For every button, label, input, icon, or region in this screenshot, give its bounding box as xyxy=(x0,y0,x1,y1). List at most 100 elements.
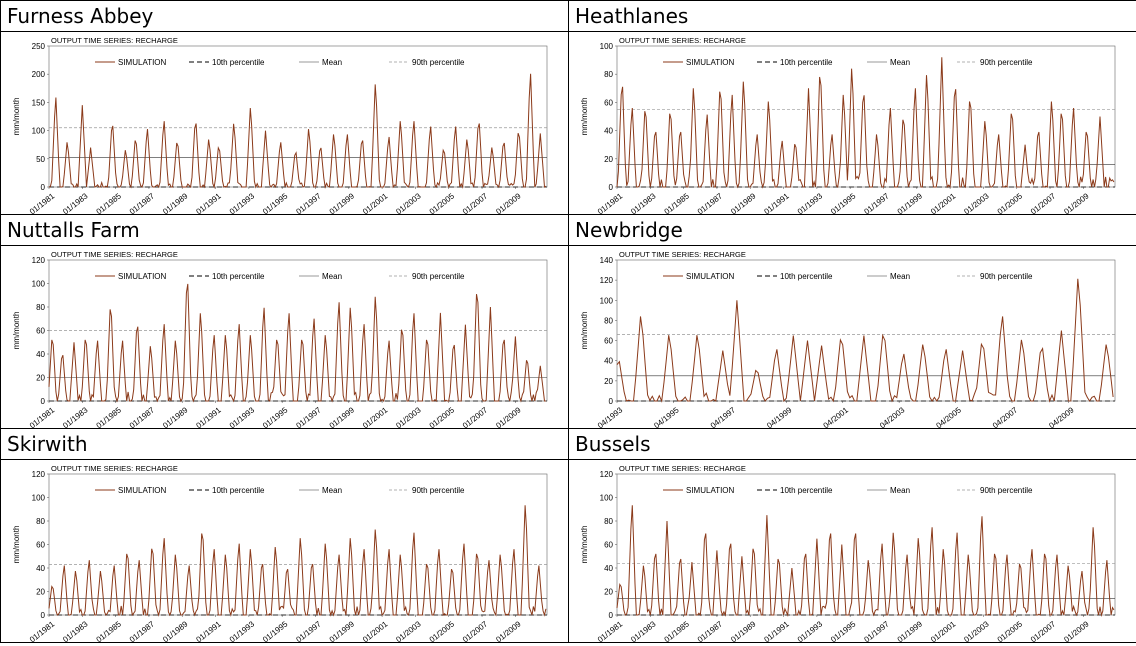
x-tick-label: 01/1993 xyxy=(796,191,825,214)
simulation-series xyxy=(48,73,547,189)
chart-title: OUTPUT TIME SERIES: RECHARGE xyxy=(619,36,746,45)
legend-label: 10th percentile xyxy=(212,486,265,495)
plot-frame xyxy=(616,259,1116,402)
x-tick-label: 04/2005 xyxy=(934,405,963,428)
recharge-chart: OUTPUT TIME SERIES: RECHARGE 0 20 40 60 80 100… xyxy=(580,464,1116,642)
x-tick-label: 01/1987 xyxy=(696,191,725,214)
x-tick-label: 01/2009 xyxy=(494,405,523,428)
x-tick-label: 04/2003 xyxy=(878,405,907,428)
y-tick-label: 20 xyxy=(36,374,45,383)
y-tick-label: 80 xyxy=(36,517,45,526)
plot-frame xyxy=(48,473,548,616)
x-tick-label: 01/2001 xyxy=(361,619,390,642)
y-tick-label: 20 xyxy=(604,588,613,597)
x-tick-label: 01/2007 xyxy=(461,191,490,214)
simulation-series xyxy=(48,283,546,403)
y-tick-label: 40 xyxy=(604,564,613,573)
legend-label: 10th percentile xyxy=(780,486,833,495)
x-tick-label: 01/1985 xyxy=(95,405,124,428)
y-tick-label: 100 xyxy=(32,280,46,289)
x-tick-label: 01/1991 xyxy=(194,619,223,642)
x-tick-label: 01/1997 xyxy=(294,619,323,642)
simulation-series xyxy=(616,505,1115,617)
recharge-chart: OUTPUT TIME SERIES: RECHARGE 0 20 40 60 80 100… xyxy=(580,36,1116,214)
x-tick-label: 01/1985 xyxy=(95,619,124,642)
recharge-chart: OUTPUT TIME SERIES: RECHARGE 0 20 40 60 80 100… xyxy=(12,250,548,428)
x-tick-label: 01/1989 xyxy=(161,619,190,642)
x-tick-label: 01/2009 xyxy=(494,619,523,642)
site-name: Skirwith xyxy=(0,428,569,460)
y-tick-label: 20 xyxy=(604,377,613,386)
x-tick-label: 01/1995 xyxy=(261,405,290,428)
x-tick-label: 01/1981 xyxy=(28,191,57,214)
x-tick-label: 01/2007 xyxy=(461,619,490,642)
legend-label: 90th percentile xyxy=(980,486,1033,495)
x-tick-label: 01/1997 xyxy=(862,191,891,214)
chart-title: OUTPUT TIME SERIES: RECHARGE xyxy=(619,250,746,259)
x-tick-label: 01/2009 xyxy=(1062,191,1091,214)
x-tick-label: 01/1995 xyxy=(829,619,858,642)
y-tick-label: 0 xyxy=(41,397,46,406)
y-tick-label: 0 xyxy=(609,183,614,192)
x-tick-label: 04/2001 xyxy=(822,405,851,428)
y-tick-label: 120 xyxy=(600,276,614,285)
x-tick-label: 01/1989 xyxy=(161,405,190,428)
x-tick-label: 01/1983 xyxy=(629,619,658,642)
x-tick-label: 01/2005 xyxy=(428,405,457,428)
y-tick-label: 0 xyxy=(41,611,46,620)
simulation-series xyxy=(616,57,1115,189)
x-tick-label: 04/1997 xyxy=(709,405,738,428)
x-tick-label: 01/1981 xyxy=(596,619,625,642)
y-tick-label: 150 xyxy=(32,98,46,107)
x-tick-label: 01/1995 xyxy=(261,619,290,642)
recharge-chart: OUTPUT TIME SERIES: RECHARGE 0 20 40 60 80 100… xyxy=(12,464,548,642)
y-tick-label: 80 xyxy=(604,70,613,79)
x-tick-label: 04/1993 xyxy=(596,405,625,428)
x-tick-label: 01/1981 xyxy=(596,191,625,214)
simulation-series xyxy=(48,505,547,617)
x-tick-label: 01/1999 xyxy=(328,191,357,214)
x-tick-label: 01/1987 xyxy=(696,619,725,642)
chart-title: OUTPUT TIME SERIES: RECHARGE xyxy=(51,250,178,259)
legend-label: SIMULATION xyxy=(118,272,167,281)
legend-label: Mean xyxy=(322,486,342,495)
x-tick-label: 01/1997 xyxy=(862,619,891,642)
x-tick-label: 01/1999 xyxy=(328,619,357,642)
legend-label: 90th percentile xyxy=(412,486,465,495)
y-axis-label: mm/month xyxy=(580,526,589,564)
x-tick-label: 01/1983 xyxy=(61,191,90,214)
x-tick-label: 01/2007 xyxy=(1029,191,1058,214)
legend-label: 10th percentile xyxy=(780,58,833,67)
recharge-chart: OUTPUT TIME SERIES: RECHARGE 0 50 100 150 200… xyxy=(12,36,548,214)
legend-label: Mean xyxy=(890,486,910,495)
y-tick-label: 80 xyxy=(36,303,45,312)
x-tick-label: 04/2009 xyxy=(1047,405,1076,428)
chart-title: OUTPUT TIME SERIES: RECHARGE xyxy=(619,464,746,473)
x-tick-label: 04/2007 xyxy=(991,405,1020,428)
x-tick-label: 01/1983 xyxy=(629,191,658,214)
legend-label: SIMULATION xyxy=(686,58,735,67)
site-name: Furness Abbey xyxy=(0,0,569,32)
legend-label: Mean xyxy=(890,58,910,67)
x-tick-label: 01/1995 xyxy=(829,191,858,214)
x-tick-label: 01/2005 xyxy=(428,619,457,642)
x-tick-label: 01/1985 xyxy=(95,191,124,214)
y-tick-label: 40 xyxy=(604,357,613,366)
legend-label: SIMULATION xyxy=(118,486,167,495)
legend-label: 90th percentile xyxy=(412,58,465,67)
y-axis-label: mm/month xyxy=(12,312,21,350)
legend-label: 10th percentile xyxy=(780,272,833,281)
x-tick-label: 01/1987 xyxy=(128,619,157,642)
y-axis-label: mm/month xyxy=(580,98,589,136)
chart-title: OUTPUT TIME SERIES: RECHARGE xyxy=(51,464,178,473)
y-tick-label: 40 xyxy=(604,127,613,136)
legend-label: Mean xyxy=(890,272,910,281)
x-tick-label: 01/1991 xyxy=(762,619,791,642)
y-tick-label: 100 xyxy=(32,494,46,503)
x-tick-label: 01/2001 xyxy=(929,619,958,642)
y-tick-label: 0 xyxy=(609,397,614,406)
y-tick-label: 100 xyxy=(600,296,614,305)
x-tick-label: 01/1997 xyxy=(294,191,323,214)
y-tick-label: 60 xyxy=(36,541,45,550)
x-tick-label: 01/1999 xyxy=(896,191,925,214)
